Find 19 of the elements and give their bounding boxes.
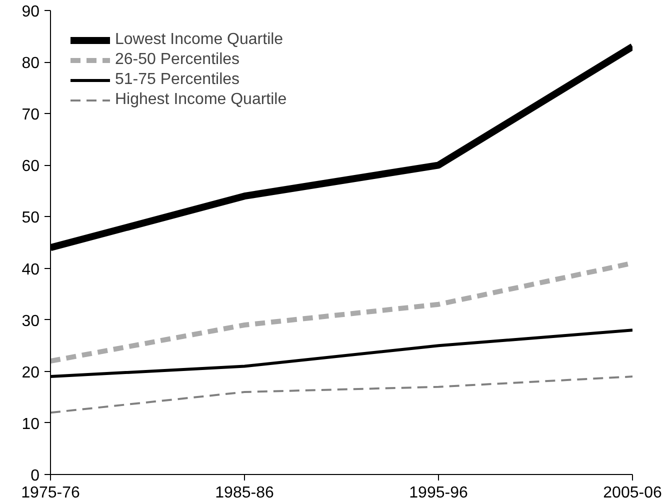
legend-label: 51-75 Percentiles: [115, 71, 240, 89]
y-tick-label: 60: [22, 158, 40, 176]
y-tick-label: 30: [22, 312, 40, 330]
y-tick-label: 90: [22, 4, 40, 20]
x-tick-label: 1995-96: [409, 484, 468, 502]
y-tick-label: 10: [22, 416, 40, 433]
line-series: [50, 376, 632, 414]
y-tick-label: 70: [22, 106, 40, 124]
y-tick-label: 50: [22, 210, 40, 227]
legend-label: Lowest Income Quartile: [115, 31, 284, 49]
x-tick-label: 1975-76: [21, 484, 80, 502]
x-tick-label: 1985-86: [215, 484, 274, 502]
x-tick-label: 2005-06: [603, 484, 662, 502]
y-tick-label: 0: [30, 468, 40, 484]
legend-label: 26-50 Percentiles: [115, 51, 240, 69]
legend-label: Highest Income Quartile: [115, 91, 287, 109]
y-tick-label: 40: [22, 261, 40, 278]
y-tick-label: 80: [22, 55, 40, 72]
y-tick-label: 20: [22, 364, 40, 382]
